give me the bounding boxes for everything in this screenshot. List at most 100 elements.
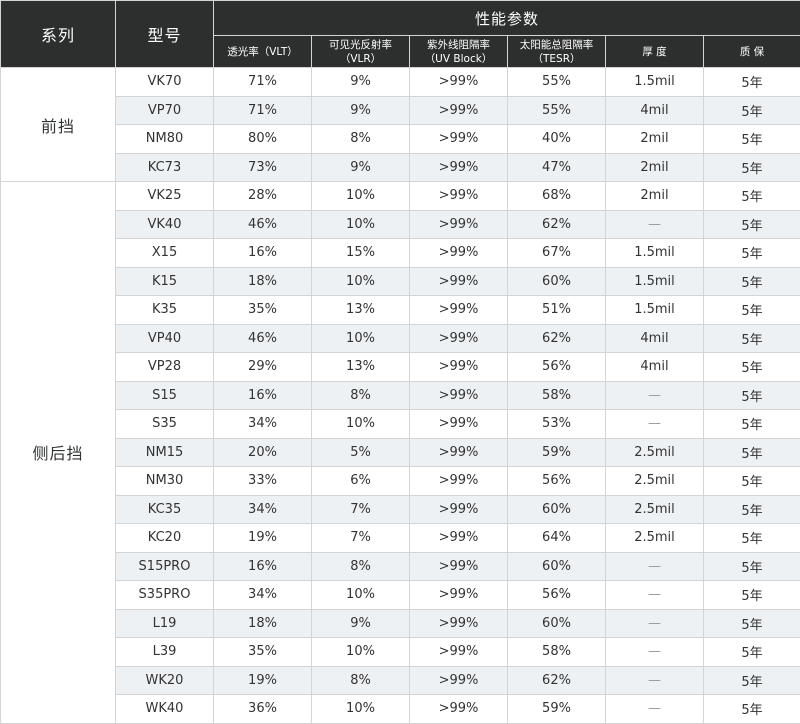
vlt-cell: 36% [214, 695, 312, 724]
tesr-cell: 59% [508, 695, 606, 724]
model-cell: VK40 [116, 210, 214, 239]
vlr-cell: 10% [312, 182, 410, 211]
thickness-cell: — [606, 666, 704, 695]
warranty-cell: 5年 [704, 239, 800, 268]
vlr-cell: 10% [312, 210, 410, 239]
model-cell: VK25 [116, 182, 214, 211]
warranty-cell: 5年 [704, 524, 800, 553]
tesr-cell: 67% [508, 239, 606, 268]
vlr-cell: 9% [312, 68, 410, 97]
vlt-cell: 28% [214, 182, 312, 211]
vlt-cell: 71% [214, 96, 312, 125]
vlt-cell: 34% [214, 410, 312, 439]
model-cell: S35 [116, 410, 214, 439]
model-cell: L39 [116, 638, 214, 667]
tesr-cell: 47% [508, 153, 606, 182]
warranty-cell: 5年 [704, 495, 800, 524]
model-cell: VK70 [116, 68, 214, 97]
model-cell: NM30 [116, 467, 214, 496]
uv-block-cell: >99% [410, 267, 508, 296]
tesr-cell: 55% [508, 68, 606, 97]
vlr-cell: 10% [312, 267, 410, 296]
thickness-cell: 2.5mil [606, 524, 704, 553]
uv-block-cell: >99% [410, 96, 508, 125]
thickness-cell: — [606, 581, 704, 610]
warranty-cell: 5年 [704, 324, 800, 353]
model-cell: L19 [116, 609, 214, 638]
warranty-cell: 5年 [704, 666, 800, 695]
uv-block-cell: >99% [410, 666, 508, 695]
vlr-cell: 8% [312, 666, 410, 695]
tesr-cell: 56% [508, 467, 606, 496]
warranty-cell: 5年 [704, 695, 800, 724]
vlr-cell: 9% [312, 609, 410, 638]
uv-block-cell: >99% [410, 324, 508, 353]
uv-block-cell: >99% [410, 153, 508, 182]
vlt-cell: 46% [214, 210, 312, 239]
tesr-cell: 55% [508, 96, 606, 125]
warranty-cell: 5年 [704, 182, 800, 211]
tesr-cell: 53% [508, 410, 606, 439]
header-uv-block: 紫外线阻隔率（UV Block） [410, 36, 508, 68]
tesr-cell: 60% [508, 495, 606, 524]
thickness-cell: 2mil [606, 153, 704, 182]
warranty-cell: 5年 [704, 410, 800, 439]
warranty-cell: 5年 [704, 125, 800, 154]
thickness-cell: — [606, 695, 704, 724]
vlr-cell: 8% [312, 381, 410, 410]
uv-block-cell: >99% [410, 353, 508, 382]
model-cell: WK40 [116, 695, 214, 724]
uv-block-cell: >99% [410, 581, 508, 610]
model-cell: VP40 [116, 324, 214, 353]
vlt-cell: 18% [214, 267, 312, 296]
uv-block-cell: >99% [410, 638, 508, 667]
model-cell: WK20 [116, 666, 214, 695]
model-cell: VP70 [116, 96, 214, 125]
thickness-cell: 4mil [606, 96, 704, 125]
model-cell: X15 [116, 239, 214, 268]
vlr-cell: 10% [312, 581, 410, 610]
tesr-cell: 58% [508, 381, 606, 410]
warranty-cell: 5年 [704, 552, 800, 581]
vlt-cell: 20% [214, 438, 312, 467]
header-tesr: 太阳能总阻隔率（TESR） [508, 36, 606, 68]
vlr-cell: 13% [312, 353, 410, 382]
tesr-cell: 62% [508, 210, 606, 239]
tesr-cell: 60% [508, 609, 606, 638]
tesr-cell: 59% [508, 438, 606, 467]
uv-block-cell: >99% [410, 438, 508, 467]
vlr-cell: 10% [312, 638, 410, 667]
vlt-cell: 33% [214, 467, 312, 496]
warranty-cell: 5年 [704, 381, 800, 410]
warranty-cell: 5年 [704, 96, 800, 125]
uv-block-cell: >99% [410, 182, 508, 211]
warranty-cell: 5年 [704, 68, 800, 97]
warranty-cell: 5年 [704, 467, 800, 496]
vlt-cell: 46% [214, 324, 312, 353]
model-cell: S15 [116, 381, 214, 410]
warranty-cell: 5年 [704, 609, 800, 638]
model-cell: NM15 [116, 438, 214, 467]
tesr-cell: 40% [508, 125, 606, 154]
uv-block-cell: >99% [410, 68, 508, 97]
header-vlr: 可见光反射率（VLR） [312, 36, 410, 68]
vlr-cell: 10% [312, 324, 410, 353]
series-label: 侧后挡 [1, 182, 116, 724]
thickness-cell: 1.5mil [606, 267, 704, 296]
